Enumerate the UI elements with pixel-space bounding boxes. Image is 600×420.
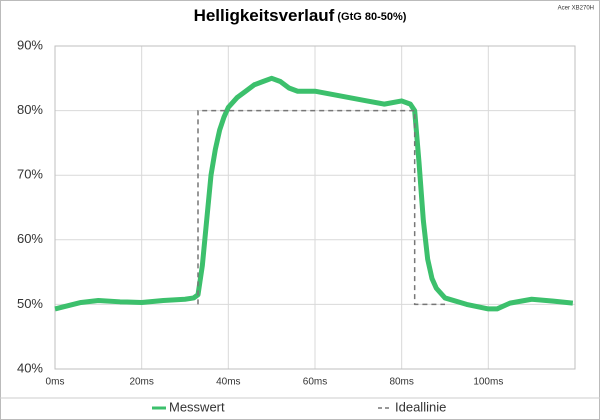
x-tick-label: 0ms (46, 377, 65, 388)
y-tick-label: 70% (17, 167, 43, 182)
title: Helligkeitsverlauf (194, 6, 335, 25)
x-tick-label: 60ms (303, 377, 327, 388)
series-line (54, 75, 574, 312)
x-tick-label: 20ms (129, 377, 153, 388)
legend-label: Messwert (169, 399, 225, 414)
y-tick-label: 90% (17, 37, 43, 52)
y-tick-label: 80% (17, 102, 43, 117)
y-tick-label: 40% (17, 360, 43, 375)
chart-title: Helligkeitsverlauf (GtG 80-50%) (194, 6, 407, 25)
plot-border (54, 45, 576, 370)
annotation: Acer XB270H (558, 6, 594, 12)
series-line (197, 109, 445, 306)
legend-label: Ideallinie (395, 399, 446, 414)
x-tick-label: 40ms (216, 377, 240, 388)
x-tick-label: 80ms (389, 377, 413, 388)
x-tick-label: 100ms (473, 377, 503, 388)
y-tick-label: 60% (17, 231, 43, 246)
y-tick-label: 50% (17, 296, 43, 311)
subtitle: (GtG 80-50%) (337, 11, 406, 23)
